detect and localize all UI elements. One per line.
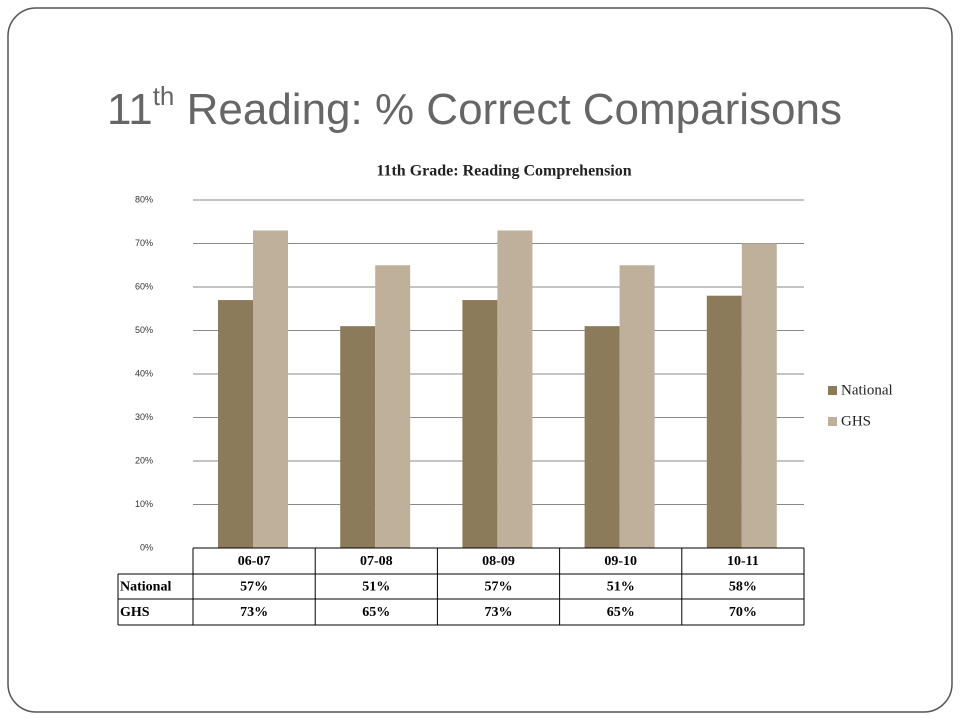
bar <box>584 326 620 548</box>
y-tick-label: 60% <box>135 281 153 291</box>
table-cell: 51% <box>362 580 390 595</box>
table-cell: 65% <box>607 605 635 620</box>
table-cell: 65% <box>362 605 390 620</box>
bar <box>497 230 533 548</box>
y-tick-label: 0% <box>140 542 153 552</box>
table-row-header: National <box>120 580 171 595</box>
bar <box>741 243 777 548</box>
title-space <box>174 85 186 134</box>
legend-label: GHS <box>841 413 871 429</box>
title-superscript: th <box>153 81 175 111</box>
y-tick-label: 20% <box>135 455 153 465</box>
y-tick-label: 10% <box>135 499 153 509</box>
slide-title: 11th Reading: % Correct Comparisons <box>107 81 842 134</box>
legend-swatch <box>828 386 837 395</box>
chart-title: 11th Grade: Reading Comprehension <box>376 163 631 180</box>
bar <box>340 326 376 548</box>
bar <box>375 265 411 548</box>
bar <box>253 230 288 548</box>
y-tick-label: 50% <box>135 325 153 335</box>
table-row-header: GHS <box>120 605 150 620</box>
table-cell: 57% <box>240 580 268 595</box>
y-tick-label: 70% <box>135 238 153 248</box>
x-tick-label: 07-08 <box>360 554 393 569</box>
bar <box>462 300 498 548</box>
title-text: Reading: % Correct Comparisons <box>187 85 842 134</box>
x-tick-label: 09-10 <box>604 554 637 569</box>
bar <box>619 265 655 548</box>
x-tick-label: 08-09 <box>482 554 515 569</box>
y-tick-label: 30% <box>135 412 153 422</box>
y-tick-label: 40% <box>135 368 153 378</box>
table-cell: 73% <box>240 605 268 620</box>
table-cell: 51% <box>607 580 635 595</box>
table-cell: 57% <box>485 580 513 595</box>
table-cell: 73% <box>485 605 513 620</box>
bar <box>706 295 742 548</box>
x-tick-label: 06-07 <box>238 554 271 569</box>
table-cell: 58% <box>729 580 757 595</box>
bar <box>218 300 253 548</box>
legend-swatch <box>828 417 837 426</box>
legend-label: National <box>841 382 893 398</box>
table-cell: 70% <box>729 605 757 620</box>
x-tick-label: 10-11 <box>727 554 759 569</box>
y-tick-label: 80% <box>135 194 153 204</box>
title-number: 11 <box>107 85 153 134</box>
